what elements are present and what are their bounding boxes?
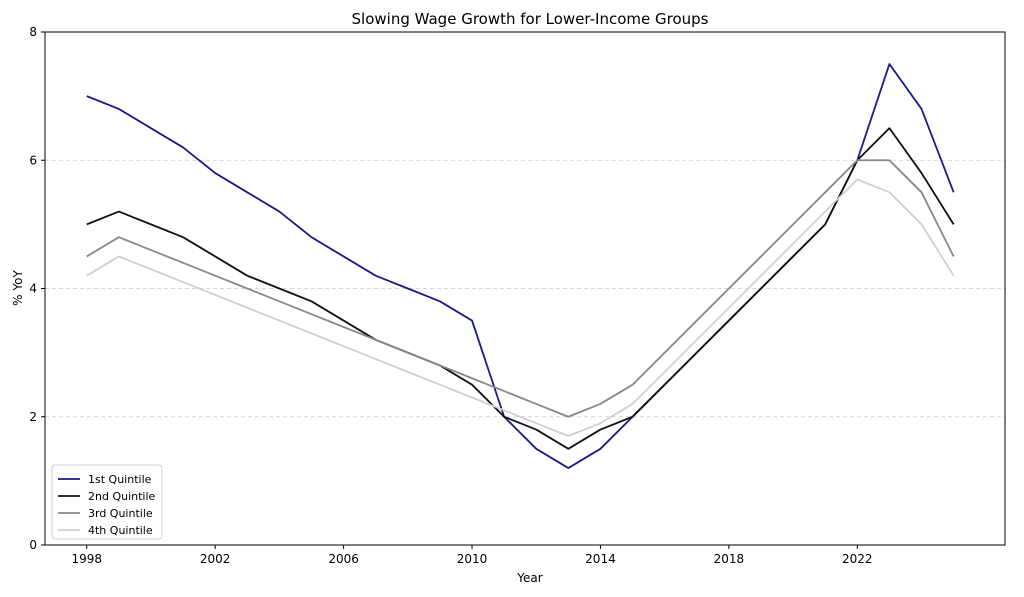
legend-label: 4th Quintile — [88, 524, 153, 537]
x-tick-label: 2002 — [200, 552, 231, 566]
x-axis-title: Year — [516, 571, 542, 585]
series-line-4 — [86, 178, 955, 437]
x-tick-label: 2006 — [328, 552, 359, 566]
chart-title: Slowing Wage Growth for Lower-Income Gro… — [352, 10, 709, 28]
legend-label: 3rd Quintile — [88, 507, 153, 520]
series-line-1 — [86, 63, 955, 469]
x-tick-label: 2018 — [714, 552, 745, 566]
y-tick-label: 6 — [29, 153, 37, 167]
y-tick-label: 0 — [29, 538, 37, 552]
legend-label: 2nd Quintile — [88, 490, 156, 503]
x-tick-label: 1998 — [71, 552, 102, 566]
series-lines — [86, 63, 955, 469]
y-tick-label: 4 — [29, 282, 37, 296]
x-tick-label: 2010 — [457, 552, 488, 566]
legend: 1st Quintile 2nd Quintile 3rd Quintile 4th … — [51, 464, 163, 540]
y-tick-label: 2 — [29, 410, 37, 424]
legend-box — [51, 464, 163, 540]
y-axis-title: % YoY — [11, 270, 25, 306]
y-tick-label: 8 — [29, 25, 37, 39]
y-axis: 0 2 4 6 8 — [29, 25, 45, 552]
gridlines — [45, 159, 1005, 418]
x-axis: 1998 2002 2006 2010 2014 2018 2022 — [71, 545, 873, 566]
x-tick-label: 2022 — [842, 552, 873, 566]
series-line-3 — [86, 159, 955, 418]
series-line-2 — [86, 127, 955, 450]
x-tick-label: 2014 — [585, 552, 616, 566]
legend-label: 1st Quintile — [88, 473, 152, 486]
